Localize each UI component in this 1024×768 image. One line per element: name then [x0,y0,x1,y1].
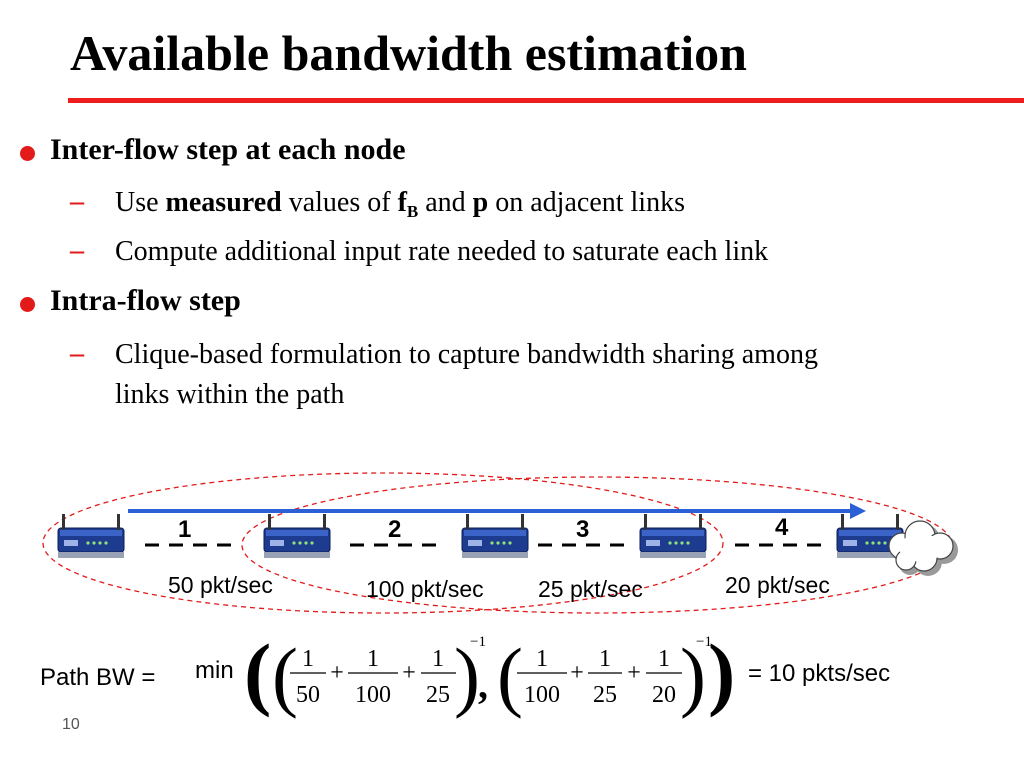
text-measured: measured [165,187,282,218]
dash-icon: – [70,235,84,266]
text-segment: Use [115,187,166,218]
fraction-denominator: 20 [652,682,676,708]
outer-paren-right: ) [708,627,735,718]
plus-sign: + [402,660,416,686]
inner-paren-left: ( [497,632,523,719]
link-rate: 50 pkt/sec [168,572,273,598]
min-label: min [195,657,234,684]
fraction-numerator: 1 [599,646,611,672]
fraction-denominator: 100 [355,682,391,708]
fraction-numerator: 1 [432,646,444,672]
bullet-dot-icon [20,297,35,312]
dash-icon: – [70,186,84,217]
inner-paren-right: ) [454,632,480,719]
hop-number: 3 [576,516,590,543]
plus-sign: + [570,660,584,686]
symbol-f: f [397,187,407,218]
inner-paren-left: ( [272,632,298,719]
clique-ellipse-left [42,472,724,614]
page-number: 10 [62,716,80,733]
exponent: −1 [696,634,712,650]
comma: , [478,662,488,707]
subitem-compute-rate: Compute additional input rate needed to … [115,236,769,267]
path-bw-label: Path BW = [40,664,156,691]
fraction-numerator: 1 [367,646,379,672]
inner-paren-right: ) [680,632,706,719]
dash-icon: – [70,338,84,369]
symbol-f-subscript: B [406,202,419,221]
subitem-measured-values: Use measured values of fB and p on adjac… [115,183,685,232]
plus-sign: + [627,660,641,686]
path-bw-result: = 10 pkts/sec [748,660,891,687]
fraction-denominator: 50 [296,682,320,708]
flow-arrowhead-icon [850,503,866,519]
fraction-numerator: 1 [658,646,670,672]
hop-number: 1 [178,516,192,543]
text-segment: and [418,187,473,218]
plus-sign: + [330,660,344,686]
symbol-p: p [472,187,489,218]
hop-number: 4 [775,514,789,541]
outer-paren-left: ( [244,627,271,718]
link-rate: 100 pkt/sec [366,576,484,602]
exponent: −1 [470,634,486,650]
fraction-denominator: 25 [593,682,617,708]
hop-number: 2 [388,516,402,543]
slide-title: Available bandwidth estimation [70,25,747,81]
bullet-intra-flow: Intra-flow step [50,284,241,317]
fraction-denominator: 100 [524,682,560,708]
bullet-inter-flow: Inter-flow step at each node [50,133,406,166]
text-segment: on adjacent links [488,187,685,218]
fraction-numerator: 1 [536,646,548,672]
bullet-dot-icon [20,146,35,161]
fraction-denominator: 25 [426,682,450,708]
link-rate: 20 pkt/sec [725,572,830,598]
cloud-icon [888,520,958,576]
title-underline [68,98,1024,103]
fraction-numerator: 1 [302,646,314,672]
subitem-clique-line2: links within the path [115,379,345,410]
subitem-clique-line1: Clique-based formulation to capture band… [115,339,818,370]
text-segment: values of [281,187,398,218]
link-rate: 25 pkt/sec [538,576,643,602]
